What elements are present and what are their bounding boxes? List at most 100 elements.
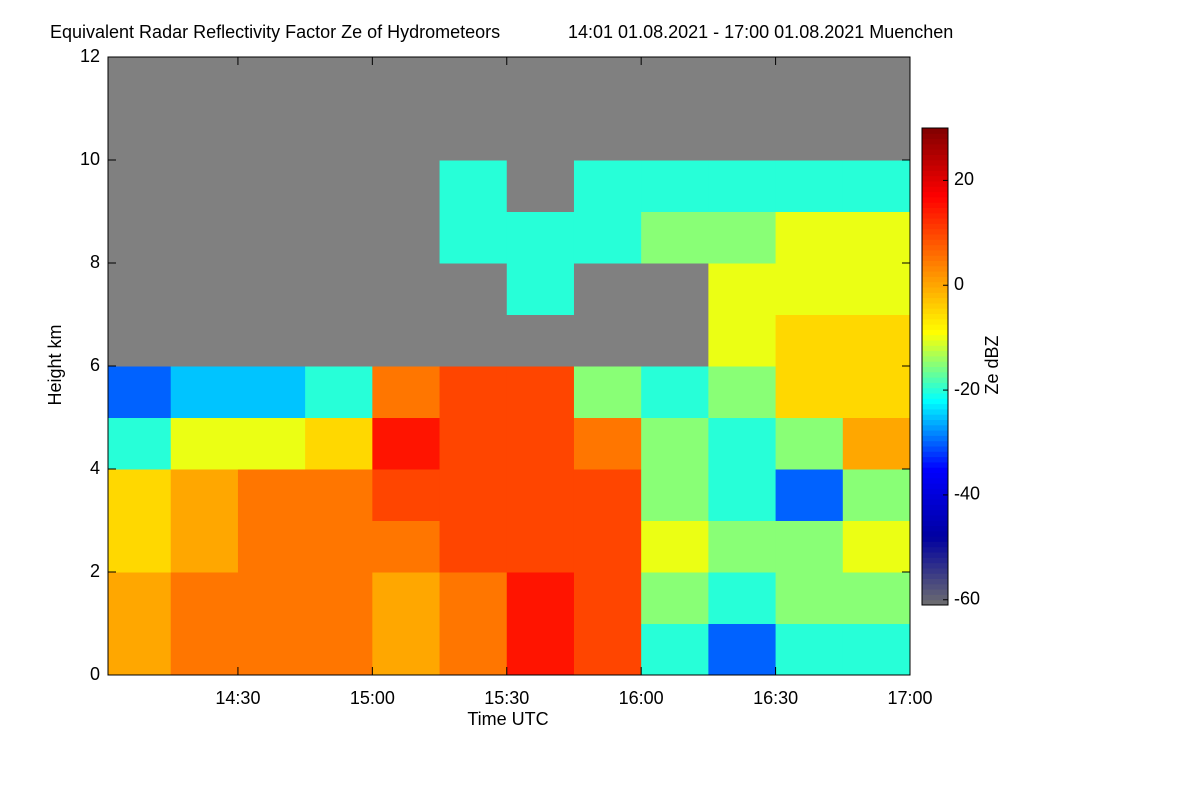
heatmap-cell [708,263,777,315]
colorbar-tick-label: -40 [954,484,980,504]
no-data-cell [305,263,373,315]
heatmap-cell [439,366,508,418]
no-data-cell [506,57,575,109]
colorbar-swatch [922,244,948,251]
colorbar-swatch [922,599,948,606]
heatmap-cell [708,314,777,367]
colorbar-swatch [922,430,948,436]
colorbar-swatch [922,361,948,367]
colorbar-swatch [922,467,948,473]
heatmap-cell [108,469,172,521]
colorbar-swatch [922,567,948,574]
heatmap-cell [439,160,508,212]
colorbar-swatch [922,170,948,177]
colorbar-swatch [922,541,948,548]
heatmap-cell [439,572,508,624]
colorbar-swatch [922,377,948,383]
no-data-cell [237,108,306,161]
heatmap-cell [439,417,508,470]
colorbar-swatch [922,181,948,187]
colorbar-swatch [922,175,948,182]
colorbar-swatch [922,324,948,330]
y-tick-label: 4 [90,458,100,478]
heatmap-cell [305,469,373,521]
heatmap-cell [372,469,441,521]
colorbar-swatch [922,493,948,500]
heatmap-cell [775,469,844,521]
colorbar-swatch [922,366,948,373]
colorbar-swatch [922,313,948,320]
colorbar-swatch [922,350,948,357]
colorbar-swatch [922,546,948,553]
heatmap-cell [842,263,911,315]
colorbar-swatch [922,414,948,420]
colorbar-swatch [922,202,948,208]
heatmap-cell [439,469,508,521]
no-data-cell [108,160,172,212]
heatmap-cell [506,623,575,676]
no-data-cell [108,108,172,161]
no-data-cell [372,263,441,315]
colorbar-swatch [922,318,948,325]
heatmap-cell [237,366,306,418]
heatmap-cell [842,160,911,212]
colorbar-swatch [922,207,948,214]
heatmap-cell [708,469,777,521]
colorbar-swatch [922,520,948,526]
heatmap-cell [842,469,911,521]
heatmap-cell [372,520,441,573]
x-tick-label: 14:30 [215,688,260,708]
heatmap-cell [641,211,709,264]
y-tick-label: 8 [90,252,100,272]
heatmap-cell [842,417,911,470]
colorbar-tick-label: 0 [954,274,964,294]
colorbar-swatch [922,154,948,161]
heatmap-cell [641,469,709,521]
colorbar-swatch [922,483,948,489]
colorbar-swatch [922,133,948,140]
heatmap-cell [305,366,373,418]
colorbar-swatch [922,287,948,293]
heatmap-cell [108,417,172,470]
no-data-cell [842,108,911,161]
no-data-cell [506,108,575,161]
heatmap-cell [237,572,306,624]
no-data-cell [305,314,373,367]
x-tick-label: 15:30 [484,688,529,708]
colorbar-swatch [922,594,948,601]
heatmap-cell [439,623,508,676]
colorbar-swatch [922,403,948,410]
heatmap-cell [170,623,239,676]
colorbar-swatch [922,329,948,336]
heatmap-cell [708,572,777,624]
heatmap-cell [708,366,777,418]
no-data-cell [439,108,508,161]
no-data-cell [573,108,642,161]
heatmap-cell [305,520,373,573]
colorbar-swatch [922,382,948,389]
colorbar-swatch [922,292,948,299]
heatmap [108,57,911,676]
colorbar-swatch [922,461,948,468]
no-data-cell [708,108,777,161]
no-data-cell [237,211,306,264]
no-data-cell [506,160,575,212]
y-tick-label: 6 [90,355,100,375]
heatmap-cell [775,263,844,315]
colorbar-tick-label: -20 [954,379,980,399]
colorbar-swatch [922,234,948,240]
colorbar-swatch [922,308,948,314]
no-data-cell [108,57,172,109]
colorbar-swatch [922,165,948,171]
no-data-cell [170,57,239,109]
colorbar-swatch [922,239,948,246]
heatmap-cell [108,572,172,624]
colorbar-swatch [922,143,948,150]
no-data-cell [506,314,575,367]
no-data-cell [372,57,441,109]
heatmap-cell [573,160,642,212]
no-data-cell [439,263,508,315]
heatmap-cell [842,572,911,624]
heatmap-cell [573,417,642,470]
x-tick-label: 16:30 [753,688,798,708]
